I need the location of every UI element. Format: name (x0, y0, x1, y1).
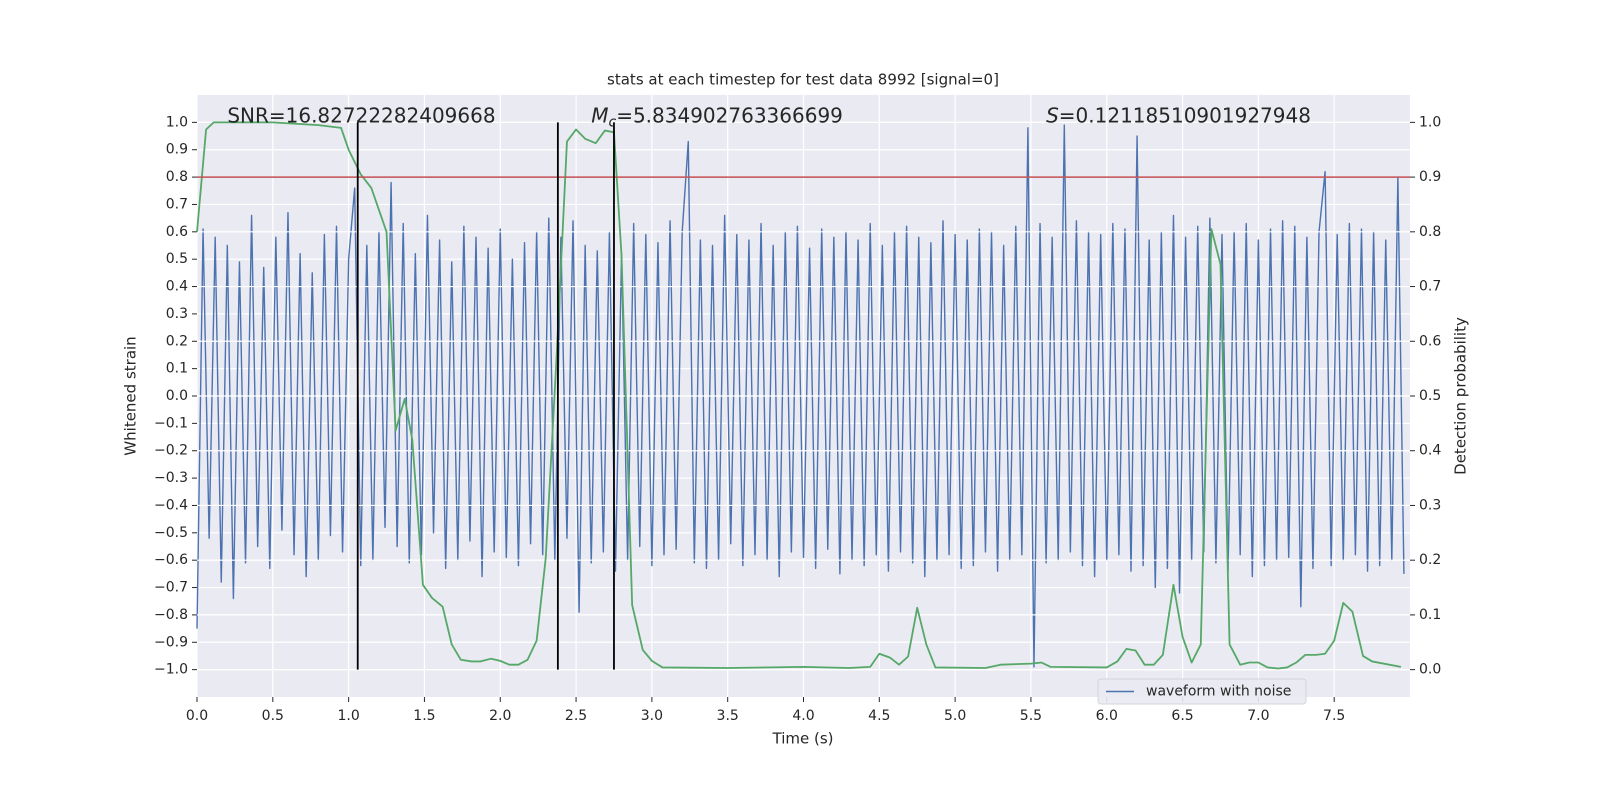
x-tick-label: 4.5 (868, 708, 890, 724)
annotation-symbol: M (591, 103, 608, 127)
y2-tick-label: 0.6 (1419, 333, 1441, 349)
x-tick-label: 6.0 (1096, 708, 1118, 724)
x-tick-label: 6.5 (1171, 708, 1193, 724)
y2-tick-label: 0.3 (1419, 497, 1441, 513)
y-tick-label: −1.0 (154, 662, 188, 678)
annotation-subscript: c (608, 114, 616, 130)
y-tick-label: −0.4 (154, 497, 188, 513)
y-tick-label: 0.2 (166, 333, 188, 349)
y-tick-label: 0.7 (166, 196, 188, 212)
x-tick-label: 3.0 (641, 708, 663, 724)
y-tick-label: −0.3 (154, 470, 188, 486)
x-tick-label: 3.5 (717, 708, 739, 724)
y-axis-label: Whitened strain (122, 336, 140, 455)
y-tick-label: −0.6 (154, 552, 188, 568)
annotation-text: =5.834902763366699 (616, 103, 843, 127)
annotation-text: SNR=16.82722282409668 (227, 103, 495, 127)
y-tick-label: −0.1 (154, 415, 188, 431)
x-tick-label: 0.0 (186, 708, 208, 724)
x-tick-label: 5.5 (1020, 708, 1042, 724)
y-tick-label: 1.0 (166, 114, 188, 130)
chart-title: stats at each timestep for test data 899… (607, 71, 999, 89)
y-tick-label: 0.3 (166, 306, 188, 322)
y-tick-label: −0.9 (154, 634, 188, 650)
y2-tick-label: 0.2 (1419, 552, 1441, 568)
y-tick-label: 0.0 (166, 388, 188, 404)
annotation: SNR=16.82722282409668 (227, 103, 495, 127)
legend-label: waveform with noise (1146, 684, 1291, 700)
x-tick-label: 7.5 (1323, 708, 1345, 724)
y2-tick-label: 0.8 (1419, 224, 1441, 240)
x-tick-label: 1.0 (337, 708, 359, 724)
probability-line (196, 121, 1402, 670)
y2-axis-label: Detection probability (1452, 317, 1470, 475)
y2-tick-label: 0.9 (1419, 169, 1441, 185)
x-tick-label: 2.5 (565, 708, 587, 724)
y2-tick-label: 0.7 (1419, 279, 1441, 295)
x-tick-label: 5.0 (944, 708, 966, 724)
y-tick-label: 0.4 (166, 279, 188, 295)
y2-tick-label: 1.0 (1419, 114, 1441, 130)
y-tick-label: 0.6 (166, 224, 188, 240)
y-tick-label: −0.5 (154, 525, 188, 541)
x-tick-label: 7.0 (1247, 708, 1269, 724)
x-tick-label: 1.5 (413, 708, 435, 724)
y-tick-label: −0.7 (154, 580, 188, 596)
y-tick-label: 0.9 (166, 142, 188, 158)
x-axis-label: Time (s) (772, 730, 834, 748)
annotation: Mc=5.834902763366699 (591, 103, 843, 130)
annotation-text: =0.12118510901927948 (1059, 103, 1311, 127)
legend-box (1097, 678, 1307, 705)
waveform-line (196, 124, 1405, 668)
x-tick-label: 4.0 (792, 708, 814, 724)
y-tick-label: −0.8 (154, 607, 188, 623)
y2-tick-label: 0.1 (1419, 607, 1441, 623)
annotation-symbol: S (1046, 103, 1059, 127)
y-tick-label: 0.5 (166, 251, 188, 267)
y2-tick-label: 0.0 (1419, 662, 1441, 678)
y2-tick-label: 0.4 (1419, 443, 1441, 459)
x-tick-label: 0.5 (262, 708, 284, 724)
y2-tick-label: 0.5 (1419, 388, 1441, 404)
x-tick-label: 2.0 (489, 708, 511, 724)
y-tick-label: 0.8 (166, 169, 188, 185)
y-tick-label: 0.1 (166, 361, 188, 377)
annotation: S=0.12118510901927948 (1046, 103, 1311, 127)
y-tick-label: −0.2 (154, 443, 188, 459)
